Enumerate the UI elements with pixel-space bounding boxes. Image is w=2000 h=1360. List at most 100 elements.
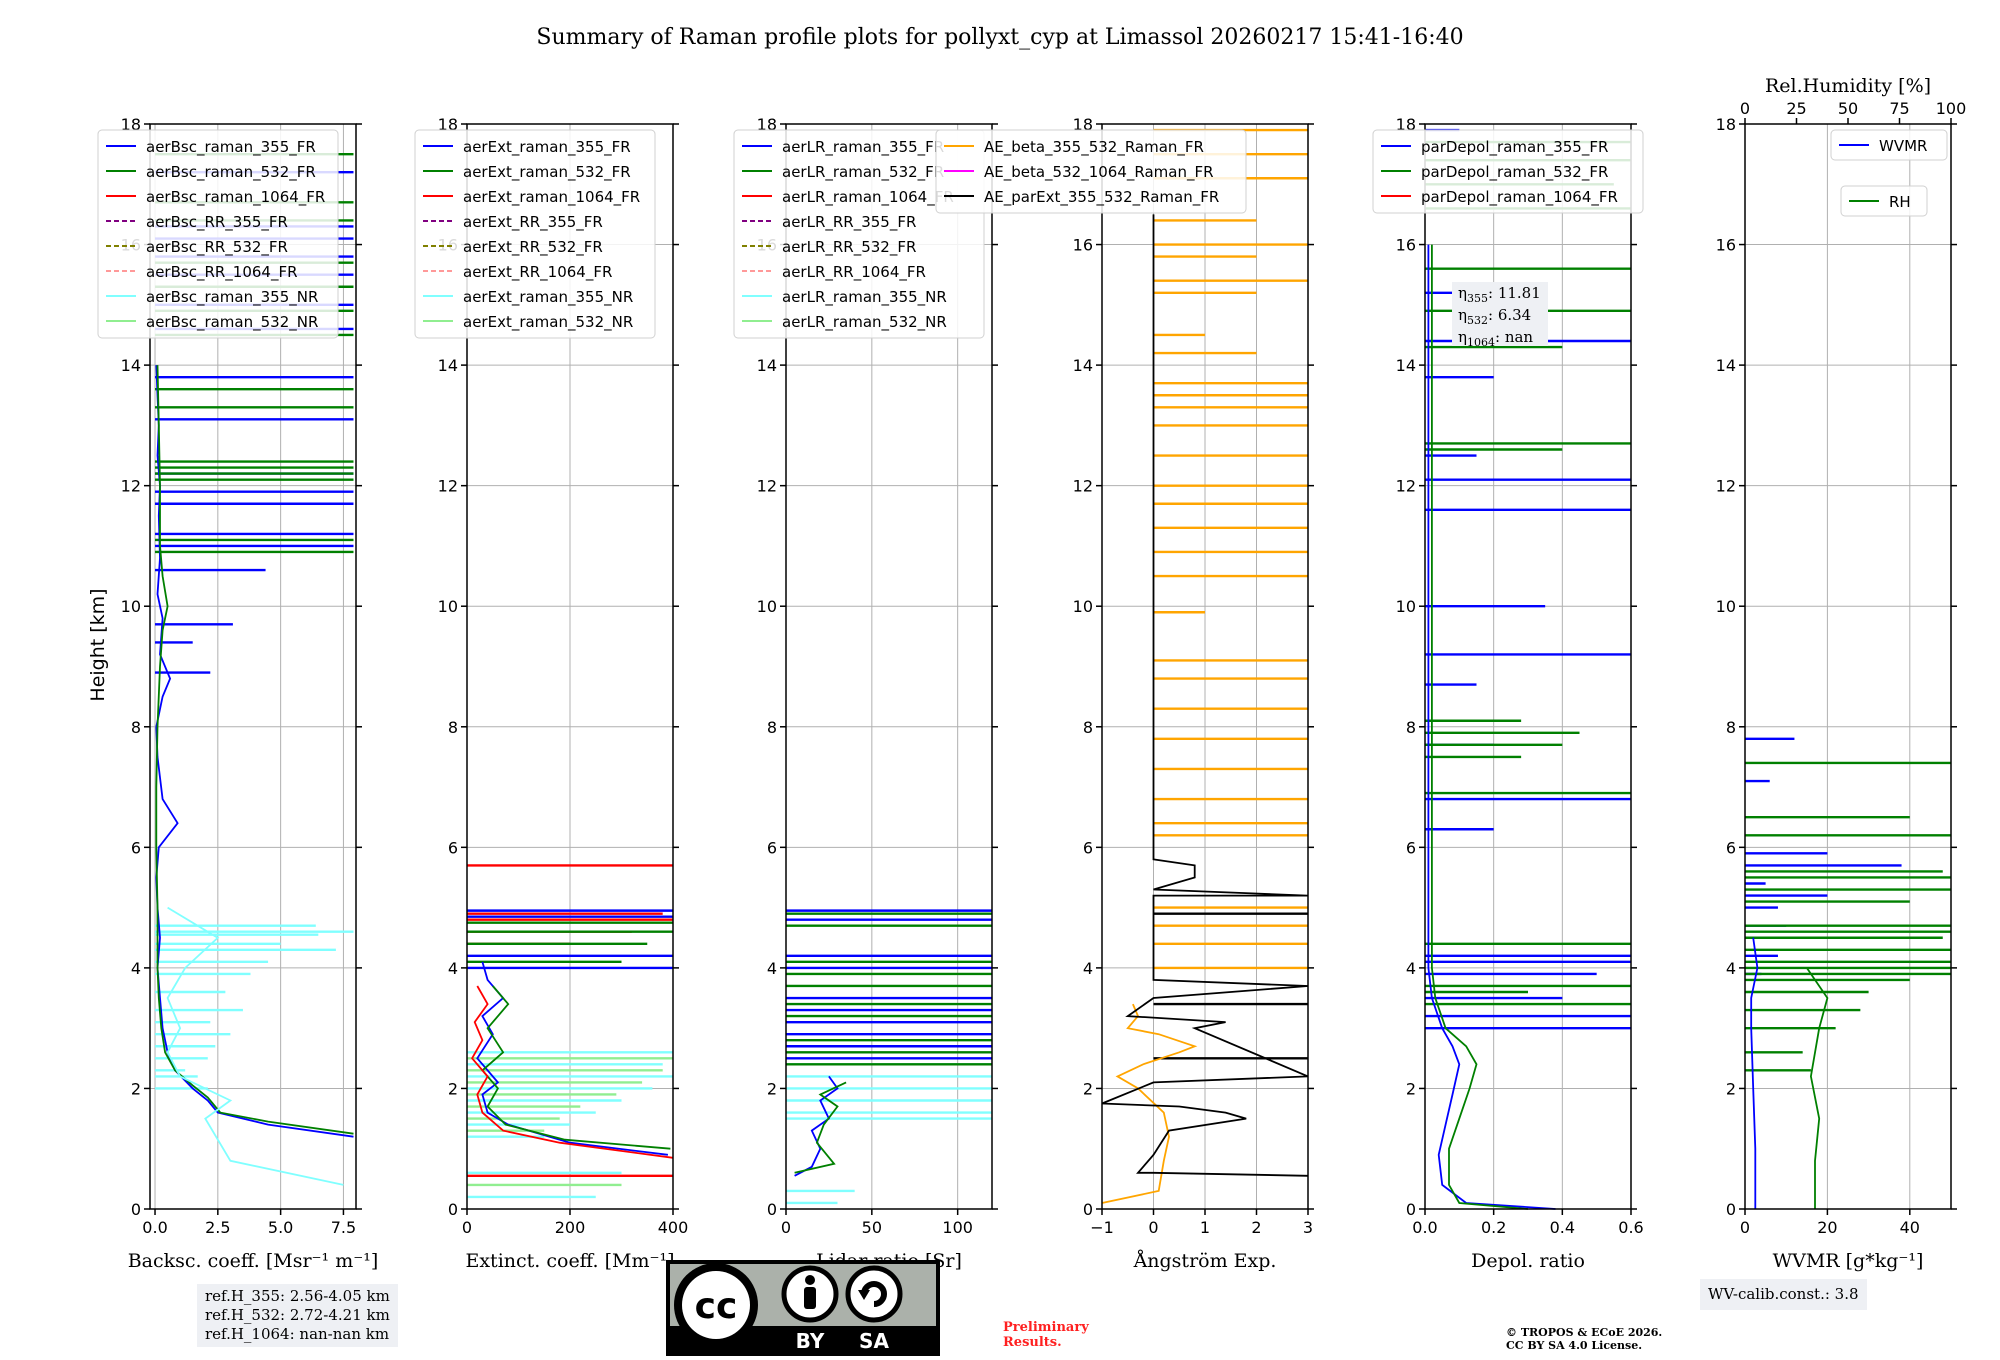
wv-calibration-box: WV-calib.const.: 3.8 (1700, 1279, 1867, 1310)
eta-annotation: η355: 11.81 η532: 6.34 η1064: nan (1452, 282, 1548, 349)
y-tick-label: 10 (757, 597, 777, 616)
legend-label: aerLR_RR_532_FR (782, 238, 916, 257)
eta-355-value: : 11.81 (1488, 284, 1541, 302)
y-tick-label: 10 (121, 597, 141, 616)
y-tick-label: 6 (1726, 838, 1736, 857)
legend-label: AE_parExt_355_532_Raman_FR (984, 188, 1219, 207)
svg-text:η1064: nan: η1064: nan (1458, 328, 1533, 349)
series-aerBsc_raman_355_NR (166, 906, 344, 1186)
top-x-axis-label: Rel.Humidity [%] (1765, 75, 1931, 97)
preliminary-line-1: Preliminary (1003, 1320, 1089, 1335)
legend-label: RH (1889, 193, 1911, 211)
legend-label: aerLR_RR_355_FR (782, 213, 916, 232)
y-tick-label: 0 (767, 1200, 777, 1219)
y-tick-label: 14 (1073, 356, 1093, 375)
legend-label: aerLR_raman_1064_FR (782, 188, 954, 207)
sa-share-icon (845, 1265, 903, 1323)
y-tick-label: 8 (1726, 718, 1736, 737)
y-tick-label: 4 (1083, 959, 1093, 978)
y-tick-label: 14 (1716, 356, 1736, 375)
y-tick-label: 8 (448, 718, 458, 737)
y-tick-label: 0 (1726, 1200, 1736, 1219)
x-tick-label: 2.5 (205, 1218, 230, 1237)
x-tick-label: 1 (1200, 1218, 1210, 1237)
top-x-tick-label: 25 (1786, 99, 1806, 118)
x-tick-label: 400 (658, 1218, 689, 1237)
legend-box (1830, 129, 1948, 161)
ref-height-1064: ref.H_1064: nan-nan km (205, 1325, 390, 1343)
legend-label: aerExt_RR_1064_FR (463, 263, 612, 282)
figure-title: Summary of Raman profile plots for polly… (536, 25, 1463, 50)
series-aerBsc_raman_532_FR (155, 365, 354, 1135)
top-x-tick-label: 75 (1889, 99, 1909, 118)
legend: aerExt_raman_355_FR aerExt_raman_532_FRae… (414, 129, 656, 339)
legend-box (97, 129, 339, 339)
legend-label: aerExt_raman_532_NR (463, 313, 633, 332)
y-tick-label: 8 (131, 718, 141, 737)
legend-label: aerBsc_raman_355_FR (146, 138, 316, 157)
x-axis-label: Backsc. coeff. [Msr⁻¹ m⁻¹] (128, 1250, 379, 1272)
legend-label: aerLR_raman_532_NR (782, 313, 947, 332)
y-tick-label: 18 (757, 115, 777, 134)
series-parDepol_raman_355_FR (1427, 244, 1556, 1210)
y-tick-label: 18 (1716, 115, 1736, 134)
axes-frame (149, 123, 357, 1210)
y-tick-label: 6 (1406, 838, 1416, 857)
x-tick-label: 0.0 (1412, 1218, 1437, 1237)
copyright-note: © TROPOS & ECoE 2026. CC BY SA 4.0 Licen… (1506, 1326, 1662, 1352)
y-tick-label: 14 (757, 356, 777, 375)
legend-label: aerBsc_RR_532_FR (146, 238, 288, 257)
series-RH (1806, 967, 1829, 1209)
y-tick-label: 18 (1073, 115, 1093, 134)
series-WVMR (1750, 937, 1759, 1209)
legend-label: aerExt_raman_1064_FR (463, 188, 640, 207)
y-tick-label: 18 (438, 115, 458, 134)
y-axis-label: Height [km] (87, 588, 109, 701)
y-tick-label: 8 (767, 718, 777, 737)
series-aerExt_raman_1064_FR (471, 985, 674, 1159)
x-axis-label: Extinct. coeff. [Mm⁻¹] (465, 1250, 674, 1272)
y-tick-label: 14 (121, 356, 141, 375)
panel-extinction: 0200400024681012141618Extinct. coeff. [M… (414, 115, 689, 1272)
y-tick-label: 16 (1396, 236, 1416, 255)
legend-box (935, 129, 1247, 214)
x-tick-label: 0.0 (142, 1218, 167, 1237)
copyright-line-2: CC BY SA 4.0 License. (1506, 1339, 1643, 1352)
x-tick-label: 200 (555, 1218, 586, 1237)
y-tick-label: 4 (767, 959, 777, 978)
y-tick-label: 4 (1406, 959, 1416, 978)
legend-label: parDepol_raman_532_FR (1421, 163, 1608, 182)
y-tick-label: 12 (1073, 477, 1093, 496)
y-tick-label: 18 (1396, 115, 1416, 134)
legend-label: AE_beta_532_1064_Raman_FR (984, 163, 1214, 182)
y-tick-label: 0 (1083, 1200, 1093, 1219)
legend: WVMR RH (1830, 129, 1948, 217)
x-tick-label: 7.5 (331, 1218, 356, 1237)
axes-frame (785, 123, 993, 1210)
legend-label: aerExt_raman_355_FR (463, 138, 631, 157)
series-AE_beta_355_532_Raman_FR (1101, 1003, 1198, 1204)
panel-lidar-ratio: 050100024681012141618Lidar ratio [Sr]aer… (733, 115, 998, 1272)
legend-box (1372, 129, 1644, 214)
wv-calibration-constant: WV-calib.const.: 3.8 (1708, 1285, 1859, 1303)
preliminary-line-2: Results. (1003, 1335, 1062, 1350)
legend-label: aerLR_raman_355_NR (782, 288, 947, 307)
y-tick-label: 6 (448, 838, 458, 857)
top-x-tick-label: 100 (1936, 99, 1967, 118)
legend-label: parDepol_raman_355_FR (1421, 138, 1608, 157)
x-tick-label: 5.0 (268, 1218, 293, 1237)
panel-water-vapor: 0 20 40 0 2 4 6 8 10 12 14 16 18 WVMR [g*kg⁻¹] 0 25 50 75… (1716, 75, 1967, 1272)
y-tick-label: 12 (121, 477, 141, 496)
y-tick-label: 6 (767, 838, 777, 857)
top-x-tick-label: 0 (1740, 99, 1750, 118)
y-tick-label: 14 (1396, 356, 1416, 375)
y-tick-label: 8 (1406, 718, 1416, 737)
legend-label: WVMR (1879, 137, 1927, 155)
y-tick-label: 10 (1396, 597, 1416, 616)
eta-532-symbol: η (1458, 306, 1467, 324)
preliminary-results-note: Preliminary Results. (1003, 1320, 1089, 1350)
legend-label: aerBsc_raman_1064_FR (146, 188, 325, 207)
legend-box (1840, 185, 1928, 217)
y-tick-label: 2 (767, 1079, 777, 1098)
